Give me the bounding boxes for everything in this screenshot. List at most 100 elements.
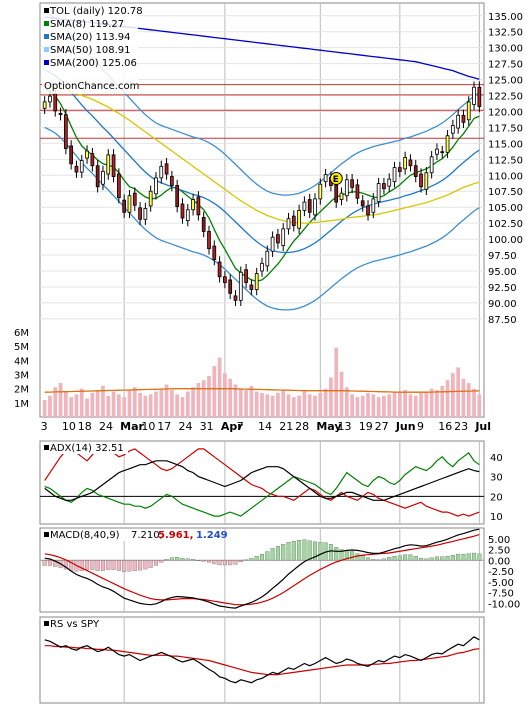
macd-histogram-bar [334,547,339,561]
price-tick-label: 87.50 [488,315,517,326]
macd-histogram-bar [175,557,180,561]
macd-histogram-bar [477,553,482,561]
legend-entry: SMA(20) 113.94 [50,32,131,43]
volume-bar [148,394,153,417]
volume-bar [74,394,79,417]
macd-histogram-bar [265,551,270,561]
candle-body [461,114,466,123]
candle-body [419,173,423,188]
x-tick-label: Jun [395,420,416,433]
volume-bar [366,392,370,417]
macd-histogram-bar [286,542,291,561]
macd-histogram-bar [297,539,302,561]
volume-bar [201,380,206,417]
rs-line [44,636,480,684]
legend-swatch [44,8,49,13]
macd-signal-line [44,534,480,606]
x-tick-label: 21 [279,420,293,433]
legend-entry: SMA(200) 125.06 [50,58,137,69]
macd-histogram-bar [79,560,84,571]
candle-body [164,163,169,175]
candle-body [238,271,243,301]
volume-bar [106,395,111,417]
macd-histogram-bar [366,557,371,561]
candle-body [318,183,323,200]
volume-bar [387,394,392,417]
candle-body [74,165,79,173]
volume-bar [461,378,466,417]
macd-histogram-bar [196,560,201,561]
candle-body [445,135,450,153]
volume-bar [344,387,349,417]
candle-body [196,196,201,216]
candle-body [313,198,317,216]
candle-body [254,273,259,290]
candle-body [228,279,233,294]
x-tick-label: 10 [62,420,76,433]
macd-histogram-bar [408,554,413,561]
macd-histogram-bar [169,557,174,561]
macd-histogram-bar [403,554,408,561]
macd-label-swatch [44,532,49,537]
candle-body [291,215,296,227]
macd-histogram-bar [90,560,95,570]
volume-bar [249,385,254,417]
volume-bar [254,391,259,417]
volume-bar [466,383,471,417]
macd-tick-label: -7.50 [488,589,514,600]
volume-bar [69,397,74,417]
macd-histogram-bar [445,556,450,561]
x-tick-label: 14 [258,420,272,433]
adx--di-line [44,452,480,517]
volume-bar [223,373,227,417]
candle-body [360,200,365,207]
volume-bar [85,398,89,417]
volume-bar [170,390,174,417]
candle-body [466,101,471,121]
candle-body [48,95,52,103]
candle-body [286,218,291,230]
macd-histogram-bar [180,558,185,561]
adx-tick-label: 40 [490,453,503,464]
macd-histogram-bar [291,541,296,561]
macd-histogram-bar [47,560,52,566]
candle-body [307,199,312,213]
price-tick-label: 105.00 [488,203,523,214]
candle-body [244,269,248,283]
x-tick-label: 19 [359,420,373,433]
candle-body [63,114,68,149]
volume-bar [164,384,169,417]
macd-tick-label: 5.00 [488,535,510,546]
candle-body [117,173,121,199]
macd-tick-label: -5.00 [488,578,514,589]
volume-bar [397,392,402,417]
price-tick-label: 90.00 [488,299,517,310]
x-tick-label: Apr [221,420,243,433]
adx-label-swatch [44,445,49,450]
candle-body [42,101,47,109]
price-tick-label: 92.50 [488,283,517,294]
candle-body [233,295,238,301]
rs-average-line [44,645,480,676]
volume-bar [371,394,376,417]
volume-bar [79,388,84,417]
candle-body [85,150,89,159]
macd-histogram-bar [222,560,227,566]
macd-histogram-bar [254,556,259,561]
volume-tick-label: 2M [14,385,29,396]
volume-bar [132,387,137,417]
candle-body [154,177,158,195]
candle-body [159,165,164,179]
macd-histogram-bar [148,560,153,568]
candle-body [79,160,84,173]
candle-body [440,151,445,154]
volume-tick-label: 4M [14,356,29,367]
candle-body [355,184,360,199]
macd-histogram-bar [259,553,265,561]
candle-body [334,185,339,203]
candle-body [323,174,328,183]
x-tick-label: 24 [99,420,113,433]
volume-bar [323,388,328,417]
macd-histogram-bar [355,553,360,561]
volume-bar [355,397,360,417]
